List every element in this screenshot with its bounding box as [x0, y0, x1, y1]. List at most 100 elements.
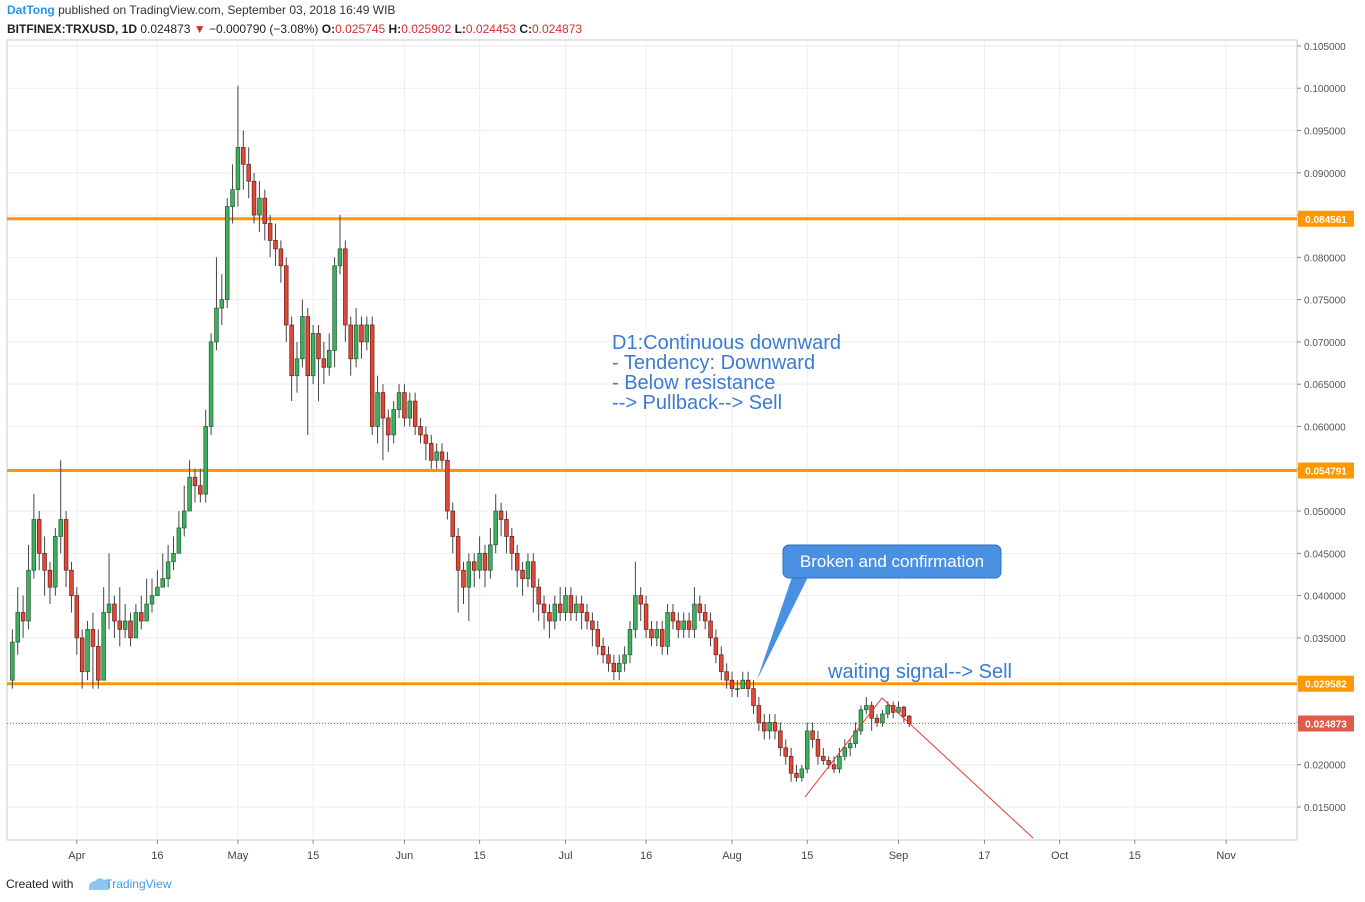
candle-body: [670, 612, 676, 622]
candle-body: [246, 163, 251, 182]
annotations: D1:Continuous downward - Tendency: Downw…: [612, 332, 1012, 683]
candle-body: [708, 620, 713, 639]
candle-body: [36, 519, 42, 554]
candle-body: [47, 569, 53, 588]
candle-body: [412, 400, 418, 427]
candle-body: [461, 569, 466, 588]
candle-body: [267, 223, 273, 241]
level-label-box: [1298, 462, 1354, 479]
candle-body: [563, 595, 568, 613]
candle-body: [681, 620, 686, 630]
candle-body: [847, 743, 853, 749]
candle-body: [112, 603, 117, 622]
candle-body: [874, 717, 880, 723]
callout-box: [782, 544, 1002, 579]
candle-body: [187, 476, 192, 512]
candle-body: [638, 595, 643, 605]
candle-body: [676, 620, 681, 630]
candle-body: [477, 552, 482, 571]
candle-body: [353, 324, 359, 360]
candle-body: [509, 536, 515, 554]
candle-body: [810, 730, 815, 740]
candle-body: [117, 620, 123, 630]
candle-body: [804, 730, 810, 770]
candle-body: [343, 248, 348, 326]
candle-body: [396, 392, 402, 410]
x-tick-label: Jun: [396, 850, 414, 862]
candle-body: [702, 612, 708, 622]
candle-body: [53, 536, 58, 588]
candle-body: [557, 603, 563, 613]
candle-body: [337, 248, 343, 267]
published: published on TradingView.com, September …: [58, 3, 396, 17]
brand[interactable]: TradingView: [105, 877, 172, 891]
candle-body: [778, 730, 783, 749]
x-tick-label: 15: [473, 850, 485, 862]
candle-body: [498, 510, 504, 520]
candle-body: [219, 299, 225, 309]
analysis-line: - Tendency: Downward: [612, 352, 815, 374]
y-tick-label: 0.080000: [1304, 253, 1346, 264]
candle-body: [58, 519, 63, 537]
last-price-box: [1298, 715, 1354, 732]
candle-body: [466, 561, 472, 588]
candle-body: [643, 603, 649, 630]
open-label: O:: [321, 22, 336, 36]
candle-body: [316, 333, 321, 360]
candle-body: [96, 645, 101, 681]
candle-body: [531, 561, 536, 588]
y-tick-label: 0.105000: [1304, 42, 1346, 53]
candle-body: [348, 324, 353, 360]
trend-line: [804, 697, 1034, 839]
x-tick-label: 16: [151, 850, 163, 862]
candle-body: [719, 654, 724, 673]
low-label: L:: [454, 22, 466, 36]
candle-body: [181, 510, 187, 529]
candle-body: [423, 434, 429, 444]
y-tick-label: 0.065000: [1304, 380, 1346, 391]
y-tick-label: 0.040000: [1304, 592, 1346, 603]
candle-body: [885, 705, 890, 715]
candle-body: [493, 510, 498, 546]
x-tick-label: Apr: [68, 850, 85, 862]
candle-body: [176, 527, 182, 554]
low-value: 0.024453: [465, 22, 516, 36]
level-label-box: [1298, 675, 1354, 692]
candle-body: [724, 671, 729, 681]
candle-body: [434, 451, 439, 461]
candle-body: [541, 603, 547, 613]
candle-body: [649, 629, 654, 639]
high-value: 0.025902: [401, 22, 452, 36]
created-with: Created with: [6, 877, 74, 891]
y-tick-label: 0.015000: [1304, 803, 1346, 814]
candle-body: [692, 603, 697, 630]
candle-body: [831, 764, 837, 770]
candle-body: [407, 400, 413, 419]
candle-body: [203, 426, 208, 495]
callout-text: Broken and confirmation: [800, 552, 984, 571]
candle-body: [617, 662, 622, 673]
candle-body: [106, 603, 112, 613]
candle-body: [659, 629, 665, 647]
y-tick-label: 0.090000: [1304, 169, 1346, 180]
candle-body: [133, 612, 139, 639]
footer-logo: [88, 878, 111, 890]
candle-body: [160, 578, 165, 588]
candle-body: [450, 510, 455, 537]
candle-body: [536, 586, 541, 605]
candle-body: [386, 417, 391, 436]
candle-body: [278, 248, 284, 267]
candle-body: [627, 629, 633, 656]
x-tick-label: Oct: [1051, 850, 1068, 862]
candle-body: [574, 603, 579, 613]
symbol: BITFINEX:TRXUSD, 1D: [7, 22, 138, 36]
x-tick-label: May: [228, 850, 249, 862]
candle-body: [402, 392, 407, 419]
candle-body: [740, 679, 745, 689]
candle-body: [794, 772, 799, 778]
candle-body: [128, 620, 133, 639]
candle-body: [284, 265, 289, 326]
candle-body: [783, 747, 788, 757]
candle-body: [547, 612, 552, 622]
